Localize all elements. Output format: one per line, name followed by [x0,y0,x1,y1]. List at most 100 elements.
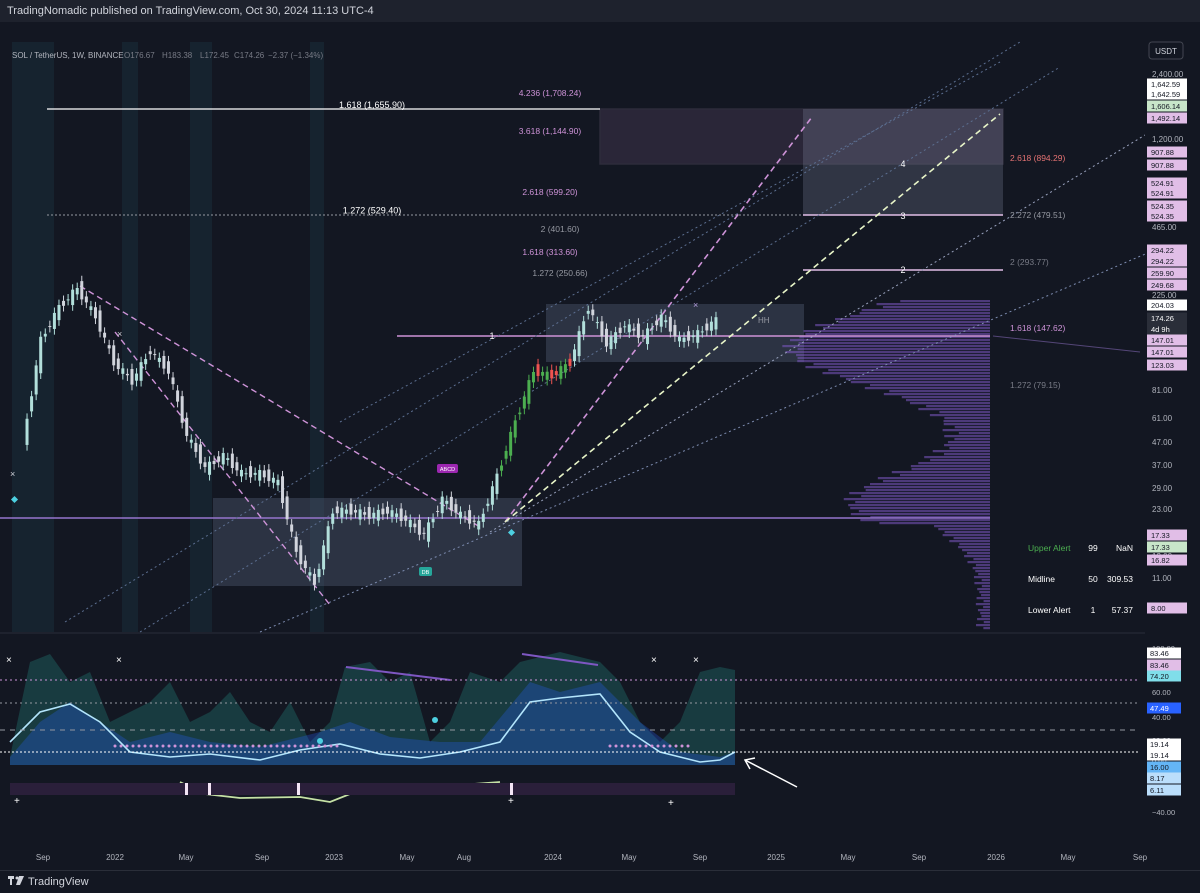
volume-profile-bar [977,609,990,612]
candle-body [477,520,481,530]
candle-body [340,507,344,518]
candle-body [62,300,66,306]
signal-dot [137,744,141,748]
volume-profile-bar [929,414,990,417]
price-badge [1147,187,1187,199]
publish-header: TradingNomadic published on TradingView.… [0,0,1200,22]
volume-profile-bar [954,438,990,441]
wave-label: 1 [489,331,494,341]
volume-profile-bar [834,318,990,321]
heat-tick [185,783,188,795]
candle-body [249,466,253,478]
alert-value-a: 99 [1088,543,1098,553]
candle-body [331,513,335,524]
signal-dot [143,744,147,748]
projection-line-purple [504,116,813,523]
candle-body [472,520,476,522]
price-badge [1147,100,1187,112]
volume-profile-bar [900,474,990,477]
price-badge [1147,210,1187,222]
indicator-badge [1147,647,1181,659]
signal-dot [173,744,177,748]
currency-label: USDT [1155,47,1177,56]
target-box[interactable] [599,108,1004,165]
price-badge-label: 123.03 [1151,361,1174,370]
candle-body [481,513,485,522]
signal-dot [227,744,231,748]
candle-body [696,330,700,343]
arrow-line [744,759,798,788]
price-tick-label: 61.00 [1152,414,1173,423]
candle-body [43,333,47,337]
price-badge-label: 294.22 [1151,246,1174,255]
volume-profile-bar [978,573,990,576]
indicator-badge-label: 47.49 [1150,704,1169,713]
volume-profile-bar [958,432,990,435]
time-tick-label: May [621,853,636,862]
legend[interactable]: SOL / TetherUS, 1W, BINANCE O176.67 H183… [12,51,323,60]
currency-button[interactable] [1148,41,1184,60]
candle-body [573,349,577,361]
chart-svg[interactable]: 2,400.001,200.00465.00225.0081.0061.0047… [0,22,1200,870]
volume-profile-bar [850,315,990,318]
fib-label-purple: 4.236 (1,708.24) [519,88,582,98]
candle-body [71,289,75,306]
candle-body [135,373,139,381]
signal-dot [620,744,624,748]
indicator-pane[interactable] [0,632,1145,803]
volume-profile-bar [981,579,990,582]
signal-dot [650,744,654,748]
candle-body [303,560,307,569]
time-tick-label: Sep [912,853,927,862]
arrow-head-icon [743,757,756,770]
signal-dot [626,744,630,748]
candle-body [121,368,125,374]
signal-dot [161,744,165,748]
candle-body [609,336,613,350]
volume-profile-bar [905,399,990,402]
signal-dot [674,744,678,748]
price-badge [1147,602,1187,614]
price-tick-label: 23.00 [1152,505,1173,514]
volume-profile-bar [828,369,990,372]
indicator-badge [1147,702,1181,714]
signal-dot [311,744,315,748]
volume-profile-bar [939,411,990,414]
x-marker-icon: × [651,655,657,666]
volume-profile-bar [944,531,990,534]
candle-body [262,470,266,478]
volume-profile-bar [839,375,990,378]
candle-body [103,332,107,338]
fib-label-grey: 2 (401.60) [541,224,580,234]
signal-dot [221,744,225,748]
profile-tail-line [992,335,1141,353]
candle-body [230,453,234,469]
price-badge-label: 8.00 [1151,604,1166,613]
chart-area[interactable]: 2,400.00 1,200.00 465.00 225.00 81.00 61.00 47… [0,22,1200,870]
candle-body [235,462,239,471]
candle-body [541,371,545,376]
volume-profile-bar [979,591,990,594]
hh-marker: HH [758,316,770,325]
candle-body [194,442,198,452]
candle-body [417,519,421,535]
x-marker-icon: × [6,655,12,666]
volume-profile-bar [943,423,990,426]
volume-profile-bar [934,525,990,528]
alert-value-b: 309.53 [1107,574,1133,584]
candle-body [93,307,97,319]
range-box-2022[interactable] [213,498,522,586]
price-candles[interactable] [25,275,718,591]
time-axis[interactable]: Sep 2022 May Sep 2023 May Aug 2024 May Sep 2025 May… [36,853,1148,862]
candle-body [641,335,645,337]
volume-profile-bar [967,561,990,564]
candle-body [518,412,522,415]
candle-body [381,508,385,515]
candle-body [171,377,175,385]
candle-body [226,458,230,460]
time-tick-label: 2024 [544,853,562,862]
volume-profile-bar [901,396,990,399]
volume-profile-bar [782,345,990,348]
price-badge [1147,529,1187,541]
price-badge [1147,255,1187,267]
